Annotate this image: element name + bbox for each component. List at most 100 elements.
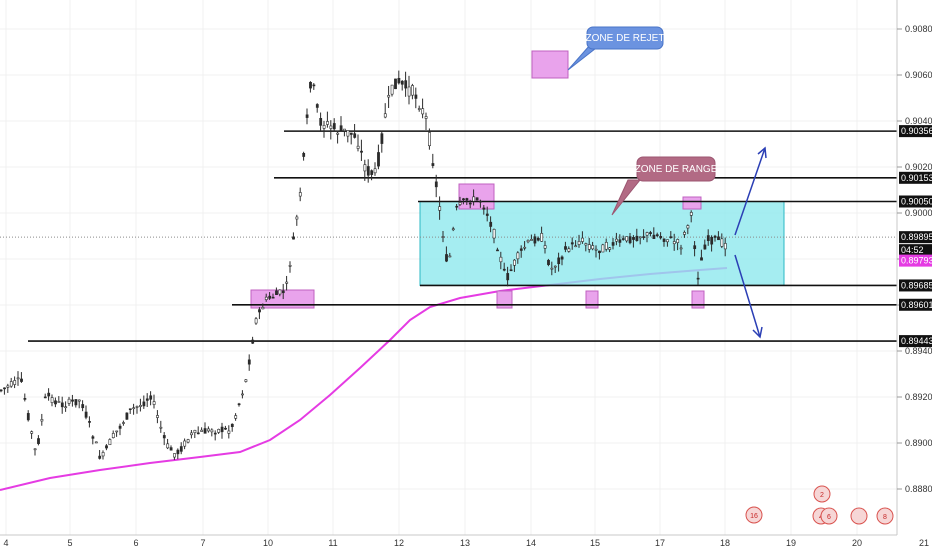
candle-body [23, 398, 27, 400]
candle-body [421, 108, 425, 115]
x-tick-label: 4 [3, 538, 8, 548]
up-arrow [734, 147, 766, 236]
x-tick-label: 18 [720, 538, 730, 548]
x-tick-label: 12 [394, 538, 404, 548]
candle-body [77, 399, 81, 402]
candle-body [489, 221, 493, 227]
down-arrow [734, 254, 761, 338]
ma-price-label: 0.89793 [899, 254, 932, 267]
candle-body [349, 132, 353, 135]
candle-body [530, 239, 533, 241]
x-tick-label: 20 [852, 538, 862, 548]
candle-body [543, 245, 547, 249]
x-tick-label: 7 [200, 538, 205, 548]
candle-body [387, 95, 391, 98]
event-marker-4-text: 6 [827, 514, 831, 521]
level-price-label: 0.89443 [899, 335, 932, 348]
candle-body [295, 216, 299, 220]
candle-body [513, 259, 516, 266]
candle-body [60, 402, 64, 408]
event-marker-5 [850, 507, 868, 525]
x-tick-label: 11 [328, 538, 337, 548]
x-tick-label: 6 [133, 538, 138, 548]
candle-body [237, 403, 241, 406]
candle-body [33, 448, 37, 451]
candle-body [659, 236, 663, 239]
candle-body [526, 239, 530, 243]
time-axis[interactable]: 4 5 6 7 10 11 12 13 14 15 17 18 19 20 21 [3, 538, 929, 548]
candle-body [407, 86, 411, 97]
reject-callout: ZONE DE REJET [567, 26, 664, 71]
candle-body [105, 445, 108, 449]
candle-body [621, 238, 625, 240]
candle-body [37, 438, 40, 444]
candle-body [309, 81, 312, 89]
candle-body [3, 387, 6, 390]
candle-body [312, 84, 316, 87]
candle-body [465, 198, 469, 201]
level-price-label-text: 0.90153 [901, 173, 932, 183]
event-markers: 16 2 4 6 8 [745, 485, 894, 525]
candle-body [9, 381, 13, 387]
candle-body [598, 250, 601, 254]
candle-body [67, 398, 71, 404]
candle-body [241, 393, 244, 396]
support-touch-box-1 [496, 290, 513, 309]
candle-body [339, 125, 343, 131]
level-price-label-text: 0.89601 [901, 300, 932, 310]
candle-body [594, 248, 598, 251]
candle-body [591, 245, 595, 250]
candle-body [57, 401, 61, 403]
candle-body [700, 257, 703, 261]
candle-body [360, 150, 363, 153]
candle-body [118, 425, 122, 429]
candle-body [492, 228, 496, 239]
candle-body [366, 166, 370, 176]
candle-body [275, 290, 278, 295]
resistance-zone-box [458, 183, 495, 210]
candle-body [156, 415, 159, 418]
candle-body [101, 452, 105, 457]
candle-body [322, 125, 326, 129]
candle-body [502, 268, 506, 271]
candle-body [706, 235, 710, 241]
candle-body [652, 234, 656, 239]
candle-body [438, 206, 442, 211]
x-tick-label: 10 [263, 538, 273, 548]
candle-body [292, 236, 295, 240]
candle-body [655, 234, 659, 237]
candle-body [445, 254, 448, 262]
candle-body [377, 152, 380, 167]
x-tick-label: 15 [590, 538, 600, 548]
candle-body [666, 239, 669, 243]
pink-zones [250, 50, 705, 309]
projection-arrows [734, 146, 767, 339]
down-arrow-head [752, 326, 763, 339]
candle-body [615, 238, 618, 242]
candle-body [417, 108, 421, 110]
candle-body [43, 396, 47, 399]
candle-body [176, 449, 180, 455]
candle-body [268, 295, 272, 299]
up-arrow-head [757, 146, 767, 159]
level-price-label: 0.90356 [899, 125, 932, 138]
support-touch-box-2 [585, 290, 599, 309]
candle-body [496, 249, 499, 252]
candle-body [319, 118, 323, 126]
candle-body [567, 248, 571, 252]
level-price-label-bg [899, 125, 932, 138]
current-price-label-text: 0.89895 [901, 232, 932, 242]
candle-body [414, 94, 418, 99]
level-price-label-bg [899, 279, 932, 292]
candle-body [536, 237, 540, 241]
candle-body [139, 404, 142, 407]
candle-body [441, 236, 445, 238]
candle-body [693, 245, 697, 250]
candle-body [251, 339, 255, 344]
countdown-label: 04:52 [899, 244, 932, 257]
event-marker-2 [813, 485, 831, 503]
candle-body [220, 426, 224, 433]
